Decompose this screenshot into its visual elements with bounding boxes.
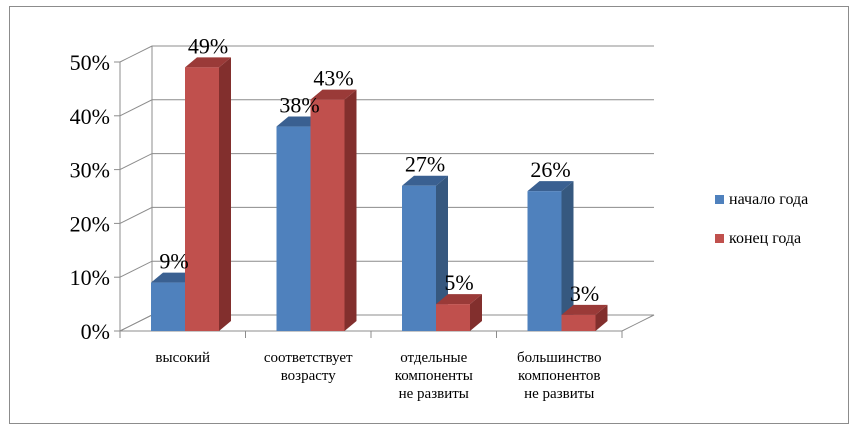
bar-top [561, 304, 608, 315]
data-label: 9% [159, 249, 188, 274]
gridlines [119, 45, 654, 278]
data-labels: 9% 49% 38%43% 27% 5% 26% 3% [159, 33, 599, 305]
category-label: соответствует [264, 350, 353, 366]
bar-front [436, 304, 470, 331]
y-tick-label: 0% [81, 319, 110, 344]
legend-swatch [715, 195, 724, 204]
bar-front [561, 314, 596, 331]
bar-side [595, 304, 608, 331]
bar-front [185, 67, 219, 331]
legend: начало года конец года [715, 191, 808, 247]
category-label: отдельные [400, 350, 467, 366]
bar [561, 304, 608, 331]
bar-front [151, 282, 185, 331]
y-tick-label: 40% [70, 104, 110, 129]
bar-front [310, 99, 345, 331]
bar-front [276, 126, 311, 331]
gridline [119, 153, 654, 171]
data-label: 49% [188, 33, 228, 58]
category-label: компоненты [395, 368, 473, 384]
chart-frame [9, 6, 849, 424]
category-label: компонентов [518, 368, 600, 384]
bar-side [436, 175, 448, 331]
bar-top [436, 294, 482, 305]
y-tick-label: 20% [70, 211, 110, 236]
bar-top [185, 57, 231, 68]
bar-side [561, 181, 574, 331]
bar-side [470, 294, 482, 331]
data-label: 27% [405, 152, 445, 177]
bar-side [219, 57, 231, 331]
category-label: не развиты [399, 386, 469, 402]
bar-front [527, 191, 562, 331]
side-wall [119, 46, 153, 332]
y-tick-label: 50% [70, 50, 110, 75]
bar [185, 57, 231, 331]
bar-front [402, 185, 436, 331]
bar-top [310, 89, 357, 100]
category-label: высокий [155, 350, 210, 366]
bars [151, 57, 608, 331]
bar-top [402, 175, 448, 186]
gridline [119, 206, 654, 224]
legend-label: начало года [729, 191, 808, 208]
data-label: 26% [530, 157, 570, 182]
bar-side [344, 89, 357, 331]
bar [527, 181, 574, 331]
category-label: не развиты [524, 386, 594, 402]
category-label: большинство [517, 350, 602, 366]
gridline [119, 99, 654, 117]
data-label: 43% [313, 66, 353, 91]
bar [436, 294, 482, 331]
category-label: возрасту [281, 368, 337, 384]
data-label: 3% [570, 281, 599, 306]
y-tick-label: 30% [70, 158, 110, 183]
gridline [119, 45, 654, 63]
bar [402, 175, 448, 331]
data-label: 38% [279, 93, 319, 118]
data-label: 5% [444, 270, 473, 295]
gridline [119, 260, 654, 278]
bar [310, 89, 357, 331]
legend-swatch [715, 234, 724, 243]
category-labels: высокий соответствует возрасту отдельные ком… [155, 350, 601, 402]
legend-label: конец года [729, 230, 801, 247]
bar-top [527, 181, 574, 192]
y-tick-label: 10% [70, 265, 110, 290]
y-axis-ticks: 0% 10% 20% 30% 40% 50% [70, 50, 120, 344]
